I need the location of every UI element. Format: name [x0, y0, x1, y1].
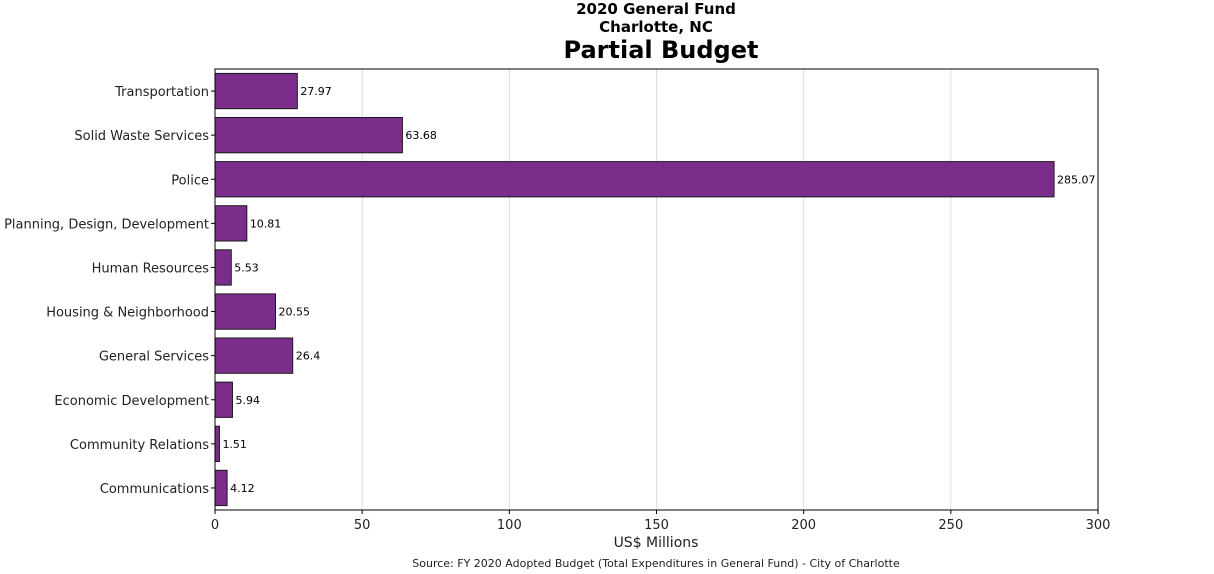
x-tick-label: 150	[644, 518, 669, 533]
bar	[214, 381, 233, 418]
bar	[214, 249, 232, 286]
bar	[214, 205, 248, 242]
chart-title-line-1: 2020 General Fund	[576, 0, 736, 18]
category-label: General Services	[99, 350, 209, 365]
value-label: 10.81	[250, 217, 282, 230]
category-label: Housing & Neighborhood	[46, 306, 209, 321]
value-label: 26.4	[296, 350, 321, 363]
value-label: 20.55	[278, 306, 310, 319]
value-label: 63.68	[405, 129, 437, 142]
bar	[214, 293, 276, 330]
category-label: Police	[171, 173, 209, 188]
category-label: Human Resources	[92, 261, 210, 276]
x-tick-label: 100	[497, 518, 522, 533]
category-label: Solid Waste Services	[74, 129, 209, 144]
chart-title: Partial Budget	[563, 36, 759, 64]
bar	[214, 72, 298, 110]
source-note: Source: FY 2020 Adopted Budget (Total Ex…	[412, 557, 900, 570]
grid-lines	[361, 69, 952, 510]
category-label: Communications	[100, 482, 209, 497]
x-tick-label: 50	[354, 518, 371, 533]
category-label: Economic Development	[54, 394, 209, 409]
value-label: 4.12	[230, 482, 255, 495]
x-axis-label: US$ Millions	[613, 535, 699, 551]
value-label: 1.51	[222, 438, 247, 451]
bar	[214, 469, 228, 507]
category-label: Community Relations	[70, 438, 209, 453]
x-tick-label: 200	[791, 518, 816, 533]
bar	[214, 117, 403, 154]
value-label: 5.94	[235, 394, 260, 407]
x-tick-label: 250	[938, 518, 963, 533]
bar	[214, 161, 1055, 198]
value-label: 27.97	[300, 85, 332, 98]
category-label: Transportation	[114, 85, 209, 100]
chart-title-line-2: Charlotte, NC	[599, 18, 713, 36]
bar	[214, 425, 220, 462]
bars	[214, 72, 1055, 507]
value-label: 5.53	[234, 261, 258, 274]
x-tick-label: 0	[211, 518, 219, 533]
category-label: Planning, Design, Development	[4, 217, 209, 232]
labels: 0 50 100 150 200 250 300 Transportation 27.97 Sol…	[4, 85, 1110, 533]
value-label: 285.07	[1057, 173, 1096, 186]
bar	[214, 337, 294, 374]
x-tick-label: 300	[1086, 518, 1111, 533]
